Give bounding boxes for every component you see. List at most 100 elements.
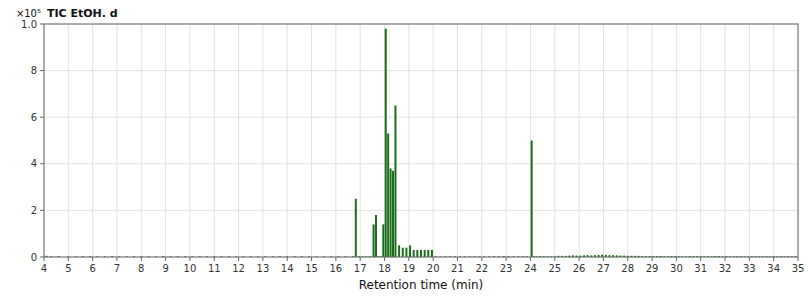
grid-line xyxy=(165,24,166,257)
tick-label: 13 xyxy=(257,263,270,274)
grid-line xyxy=(44,70,798,71)
tick-label: 28 xyxy=(621,263,634,274)
tick-label: 8 xyxy=(138,263,144,274)
tick-label: 0 xyxy=(31,252,37,263)
tick-label: 32 xyxy=(719,263,732,274)
tick-mark xyxy=(287,257,288,261)
tick-mark xyxy=(408,257,409,261)
tick-label: 31 xyxy=(694,263,707,274)
tick-mark xyxy=(433,257,434,261)
tick-mark xyxy=(262,257,263,261)
tick-mark xyxy=(725,257,726,261)
grid-line xyxy=(481,24,482,257)
tick-label: 6 xyxy=(89,263,95,274)
tick-label: 33 xyxy=(743,263,756,274)
tick-mark xyxy=(554,257,555,261)
tick-label: 7 xyxy=(114,263,120,274)
tick-mark xyxy=(165,257,166,261)
tick-mark xyxy=(141,257,142,261)
bars xyxy=(45,29,796,257)
grid-line xyxy=(627,24,628,257)
grid-line xyxy=(408,24,409,257)
tick-label: 5 xyxy=(65,263,71,274)
bar xyxy=(531,141,533,258)
bar xyxy=(382,224,384,257)
tick-mark xyxy=(116,257,117,261)
grid xyxy=(44,24,798,257)
tick-mark xyxy=(773,257,774,261)
grid-line xyxy=(92,24,93,257)
tick-mark xyxy=(40,70,44,71)
bar xyxy=(409,245,411,257)
grid-line xyxy=(457,24,458,257)
grid-line xyxy=(141,24,142,257)
bar xyxy=(390,168,392,257)
grid-line xyxy=(311,24,312,257)
tick-mark xyxy=(700,257,701,261)
bar xyxy=(405,248,407,257)
grid-line xyxy=(262,24,263,257)
grid-line xyxy=(287,24,288,257)
grid-line xyxy=(116,24,117,257)
grid-line xyxy=(238,24,239,257)
tick-label: 21 xyxy=(451,263,464,274)
grid-line xyxy=(189,24,190,257)
tick-mark xyxy=(530,257,531,261)
tick-label: 15 xyxy=(305,263,318,274)
tick-label: 30 xyxy=(670,263,683,274)
grid-line xyxy=(554,24,555,257)
tick-label: 4 xyxy=(31,158,37,169)
tick-label: 14 xyxy=(281,263,294,274)
x-axis-label: Retention time (min) xyxy=(359,278,484,292)
tick-mark xyxy=(384,257,385,261)
tick-label: 19 xyxy=(402,263,415,274)
tick-mark xyxy=(603,257,604,261)
grid-line xyxy=(335,24,336,257)
grid-line xyxy=(68,24,69,257)
grid-line xyxy=(676,24,677,257)
tick-mark xyxy=(360,257,361,261)
tick-label: 34 xyxy=(767,263,780,274)
tick-mark xyxy=(481,257,482,261)
tick-mark xyxy=(44,257,45,261)
bar xyxy=(416,250,418,257)
bar xyxy=(420,250,422,257)
bar xyxy=(375,215,377,257)
bar xyxy=(424,250,426,257)
grid-line xyxy=(44,117,798,118)
tick-label: 1.0 xyxy=(21,19,37,30)
grid-line xyxy=(506,24,507,257)
grid-line xyxy=(773,24,774,257)
bar xyxy=(398,245,400,257)
bar xyxy=(385,29,387,257)
tick-mark xyxy=(749,257,750,261)
annotation: ×10⁵ xyxy=(16,8,41,19)
bar xyxy=(394,106,396,257)
tick-label: 20 xyxy=(427,263,440,274)
grid-line xyxy=(214,24,215,257)
tick-label: 25 xyxy=(548,263,561,274)
tick-mark xyxy=(506,257,507,261)
tick-mark xyxy=(579,257,580,261)
grid-line xyxy=(433,24,434,257)
tick-mark xyxy=(676,257,677,261)
tick-label: 23 xyxy=(500,263,513,274)
bar xyxy=(413,250,415,257)
tick-label: 29 xyxy=(646,263,659,274)
tick-label: 9 xyxy=(162,263,168,274)
tick-label: 2 xyxy=(31,205,37,216)
frame xyxy=(44,24,798,257)
tick-label: 6 xyxy=(31,112,37,123)
tick-mark xyxy=(214,257,215,261)
tick-mark xyxy=(40,24,44,25)
grid-line xyxy=(725,24,726,257)
grid-line xyxy=(579,24,580,257)
tick-label: 16 xyxy=(330,263,343,274)
tick-label: 4 xyxy=(41,263,47,274)
grid-line xyxy=(44,163,798,164)
tick-mark xyxy=(40,210,44,211)
tick-mark xyxy=(627,257,628,261)
tick-mark xyxy=(335,257,336,261)
title: TIC EtOH. d xyxy=(47,7,118,20)
tick-label: 27 xyxy=(597,263,610,274)
